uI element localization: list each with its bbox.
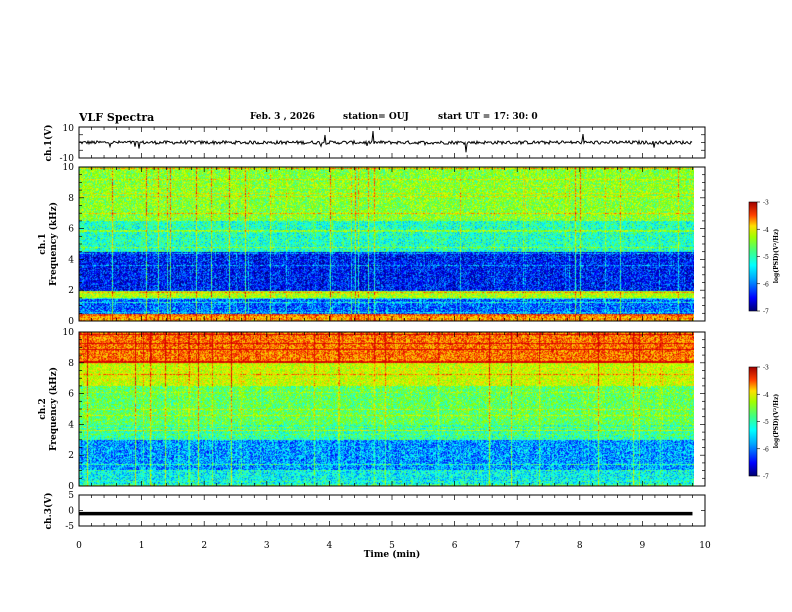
freq-tick-label: 2 xyxy=(68,451,74,461)
ch3-ytick-label: -5 xyxy=(65,522,74,532)
x-tick-label: 10 xyxy=(699,541,711,551)
x-tick-label: 0 xyxy=(76,541,82,551)
colorbar-tick-label: -7 xyxy=(763,474,769,481)
freq-tick-label: 4 xyxy=(68,420,74,430)
date-label: Feb. 3 , 2026 xyxy=(250,112,315,122)
freq-tick-label: 8 xyxy=(68,194,74,204)
x-tick-label: 6 xyxy=(452,541,458,551)
ch1-ytick-top: 10 xyxy=(63,124,75,134)
freq-tick-label: 10 xyxy=(63,328,75,338)
ch1-colorbar-label: log(PSD)(V²/Hz) xyxy=(773,229,780,284)
ch1-waveform-panel: 10 -10 ch.1(V) xyxy=(43,124,706,164)
x-axis-label: Time (min) xyxy=(364,549,421,560)
ch2-spec-ylabel-channel: ch.2 xyxy=(38,398,48,419)
ch1-colorbar xyxy=(748,201,758,312)
x-tick-label: 5 xyxy=(389,541,395,551)
ch1-ytick-bottom: -10 xyxy=(60,154,75,164)
start-time-label: start UT = 17: 30: 0 xyxy=(438,112,538,122)
freq-tick-label: 10 xyxy=(63,163,75,173)
ch1-spec-ylabel-channel: ch.1 xyxy=(38,233,48,254)
colorbar-tick-label: -6 xyxy=(763,281,769,288)
freq-tick-label: 2 xyxy=(68,286,74,296)
ch3-ytick-label: 5 xyxy=(68,491,74,501)
station-label: station= OUJ xyxy=(343,112,409,122)
freq-tick-label: 6 xyxy=(68,390,74,400)
colorbar-tick-label: -4 xyxy=(763,392,769,399)
ch3-ylabel: ch.3(V) xyxy=(43,493,54,530)
colorbar-tick-label: -4 xyxy=(763,227,769,234)
freq-tick-label: 0 xyxy=(68,482,74,492)
ch3-panel: -5 0 5 ch.3(V) xyxy=(43,491,706,532)
colorbar-tick-label: -3 xyxy=(763,200,769,207)
colorbar-tick-label: -5 xyxy=(763,419,769,426)
ch2-spectrogram-image xyxy=(79,332,694,486)
freq-tick-label: 0 xyxy=(68,317,74,327)
freq-tick-label: 8 xyxy=(68,359,74,369)
colorbar-tick-label: -7 xyxy=(763,309,769,316)
plot-title: VLF Spectra xyxy=(79,111,155,124)
x-tick-label: 4 xyxy=(327,541,333,551)
x-tick-label: 1 xyxy=(139,541,145,551)
x-tick-label: 2 xyxy=(201,541,207,551)
colorbar-tick-label: -6 xyxy=(763,446,769,453)
ch2-spec-ylabel: Frequency (kHz) xyxy=(48,367,59,451)
x-tick-label: 3 xyxy=(264,541,270,551)
colorbar-tick-label: -5 xyxy=(763,254,769,261)
ch3-ytick-label: 0 xyxy=(68,507,74,517)
ch2-colorbar xyxy=(748,366,758,477)
freq-tick-label: 4 xyxy=(68,255,74,265)
x-tick-label: 9 xyxy=(640,541,646,551)
ch2-colorbar-label: log(PSD)(V²/Hz) xyxy=(773,394,780,449)
colorbar-tick-label: -3 xyxy=(763,365,769,372)
ch1-spec-ylabel: Frequency (kHz) xyxy=(48,202,59,286)
x-tick-label: 8 xyxy=(577,541,583,551)
x-tick-label: 7 xyxy=(514,541,520,551)
ch1-spectrogram-image xyxy=(79,167,694,321)
freq-tick-label: 6 xyxy=(68,225,74,235)
ch1-ylabel: ch.1(V) xyxy=(43,125,54,162)
ch1-waveform-trace xyxy=(79,131,693,153)
x-tick-labels: 0 1 2 3 4 5 6 7 8 9 10 xyxy=(76,541,711,551)
